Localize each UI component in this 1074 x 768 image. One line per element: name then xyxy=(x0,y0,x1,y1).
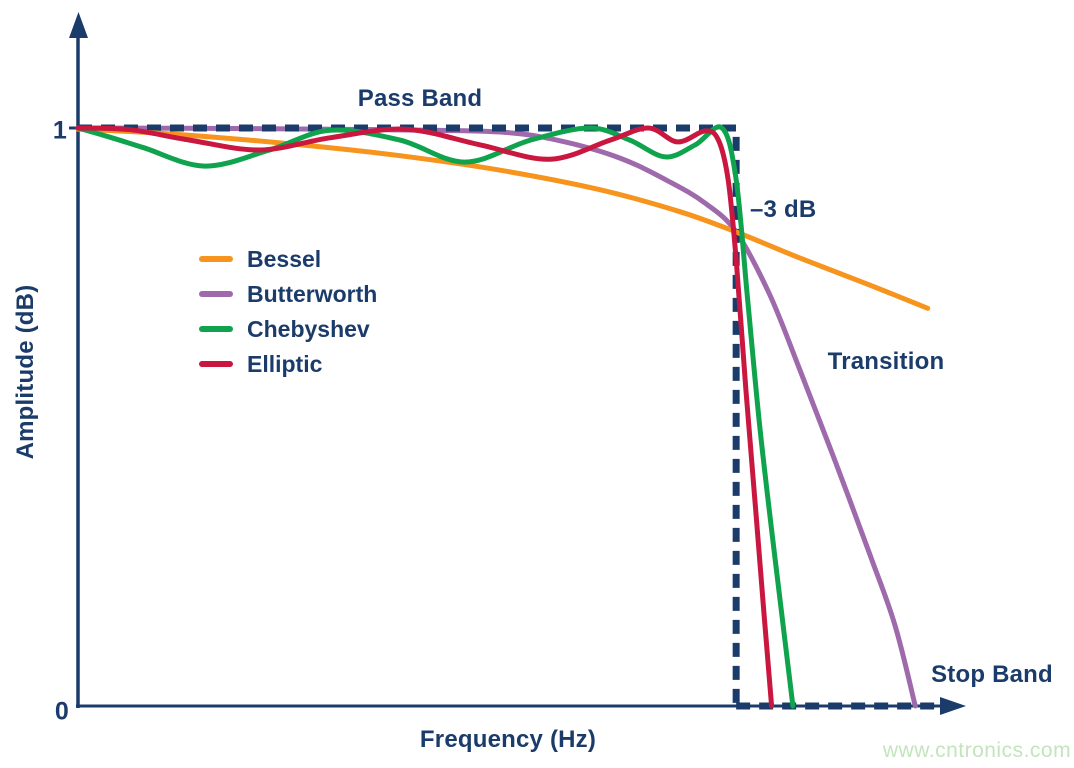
legend-label-butterworth: Butterworth xyxy=(247,280,378,307)
x-axis-label: Frequency (Hz) xyxy=(419,726,597,753)
legend-label-bessel: Bessel xyxy=(247,245,322,272)
legend-label-elliptic: Elliptic xyxy=(247,350,323,377)
legend-item-bessel: Bessel xyxy=(199,245,377,272)
series-bessel-curve xyxy=(75,126,931,311)
series-chebyshev-curve xyxy=(75,124,796,709)
legend-label-chebyshev: Chebyshev xyxy=(247,315,370,342)
watermark-text: www.cntronics.com xyxy=(882,739,1072,762)
ideal-response-dashed-line xyxy=(78,124,740,706)
series-elliptic-curve xyxy=(75,125,775,709)
legend-swatch-chebyshev xyxy=(199,326,233,332)
legend-swatch-bessel xyxy=(199,256,233,262)
stop-band-label: Stop Band xyxy=(931,661,1053,688)
y-axis-arrowhead xyxy=(69,12,88,38)
y-axis-label: Amplitude (dB) xyxy=(12,284,39,460)
legend-item-chebyshev: Chebyshev xyxy=(199,315,377,342)
legend-item-elliptic: Elliptic xyxy=(199,350,377,377)
minus-3db-label: –3 dB xyxy=(750,196,817,223)
legend-swatch-elliptic xyxy=(199,361,233,367)
legend-item-butterworth: Butterworth xyxy=(199,280,378,307)
y-tick-label-1: 1 xyxy=(52,116,67,145)
legend-swatch-butterworth xyxy=(199,291,233,297)
transition-label: Transition xyxy=(827,348,945,375)
pass-band-label: Pass Band xyxy=(357,85,483,112)
legend: Bessel Butterworth Chebyshev Elliptic xyxy=(199,245,378,377)
y-tick-label-0: 0 xyxy=(54,697,69,726)
stop-band-arrowhead xyxy=(940,697,966,715)
